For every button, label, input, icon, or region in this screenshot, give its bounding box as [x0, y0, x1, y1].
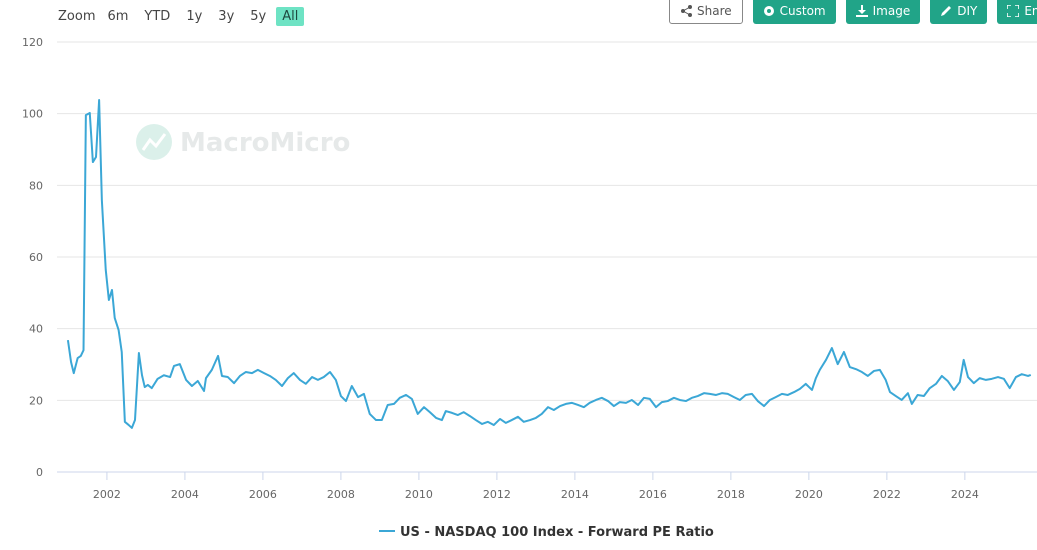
x-tick-label: 2004 — [171, 488, 199, 501]
range-button[interactable]: All — [276, 7, 305, 26]
x-tick-label: 2008 — [327, 488, 355, 501]
toolbar-buttons: Share Custom Image DIY Enlarge — [669, 0, 1037, 24]
x-tick-label: 2020 — [795, 488, 823, 501]
range-button[interactable]: 3y — [218, 9, 235, 24]
range-button[interactable]: YTD — [144, 9, 171, 24]
button-icon — [941, 5, 952, 16]
button-label: Image — [872, 3, 911, 18]
x-tick-label: 2018 — [717, 488, 745, 501]
watermark: MacroMicro — [136, 124, 350, 160]
toolbar-button[interactable]: Enlarge — [997, 0, 1037, 24]
y-tick-label: 80 — [29, 179, 43, 192]
button-icon — [681, 4, 692, 17]
legend-text: US - NASDAQ 100 Index - Forward PE Ratio — [400, 525, 714, 540]
range-button[interactable]: 5y — [250, 9, 267, 24]
watermark-text: MacroMicro — [180, 128, 350, 158]
button-label: Enlarge — [1024, 3, 1037, 18]
x-tick-label: 2016 — [639, 488, 667, 501]
watermark-logo-mark — [141, 133, 167, 151]
toolbar-button[interactable]: DIY — [930, 0, 988, 24]
toolbar-button[interactable]: Custom — [752, 0, 836, 24]
x-tick-label: 2012 — [483, 488, 511, 501]
range-button[interactable]: 1y — [186, 9, 203, 24]
legend-item[interactable]: US - NASDAQ 100 Index - Forward PE Ratio — [379, 525, 714, 540]
x-tick-label: 2010 — [405, 488, 433, 501]
toolbar-button[interactable]: Image — [845, 0, 921, 24]
x-tick-label: 2014 — [561, 488, 589, 501]
y-tick-label: 0 — [36, 466, 43, 479]
range-button[interactable]: 6m — [107, 9, 129, 24]
x-tick-label: 2006 — [249, 488, 277, 501]
button-icon — [763, 5, 774, 16]
data-line — [66, 99, 1032, 429]
button-icon — [855, 4, 868, 17]
zoom-label: Zoom — [58, 9, 96, 24]
y-tick-label: 120 — [22, 36, 43, 49]
y-tick-label: 100 — [22, 108, 43, 121]
x-tick-label: 2024 — [951, 488, 979, 501]
y-tick-label: 40 — [29, 323, 43, 336]
button-label: Share — [697, 3, 732, 18]
button-label: DIY — [957, 3, 978, 18]
y-tick-label: 60 — [29, 251, 43, 264]
x-tick-label: 2002 — [93, 488, 121, 501]
y-tick-label: 20 — [29, 394, 43, 407]
button-label: Custom — [779, 3, 826, 18]
toolbar-button[interactable]: Share — [669, 0, 743, 24]
x-tick-label: 2022 — [873, 488, 901, 501]
range-selector: Zoom 6m YTD 1y 3y 5y All — [50, 7, 308, 26]
